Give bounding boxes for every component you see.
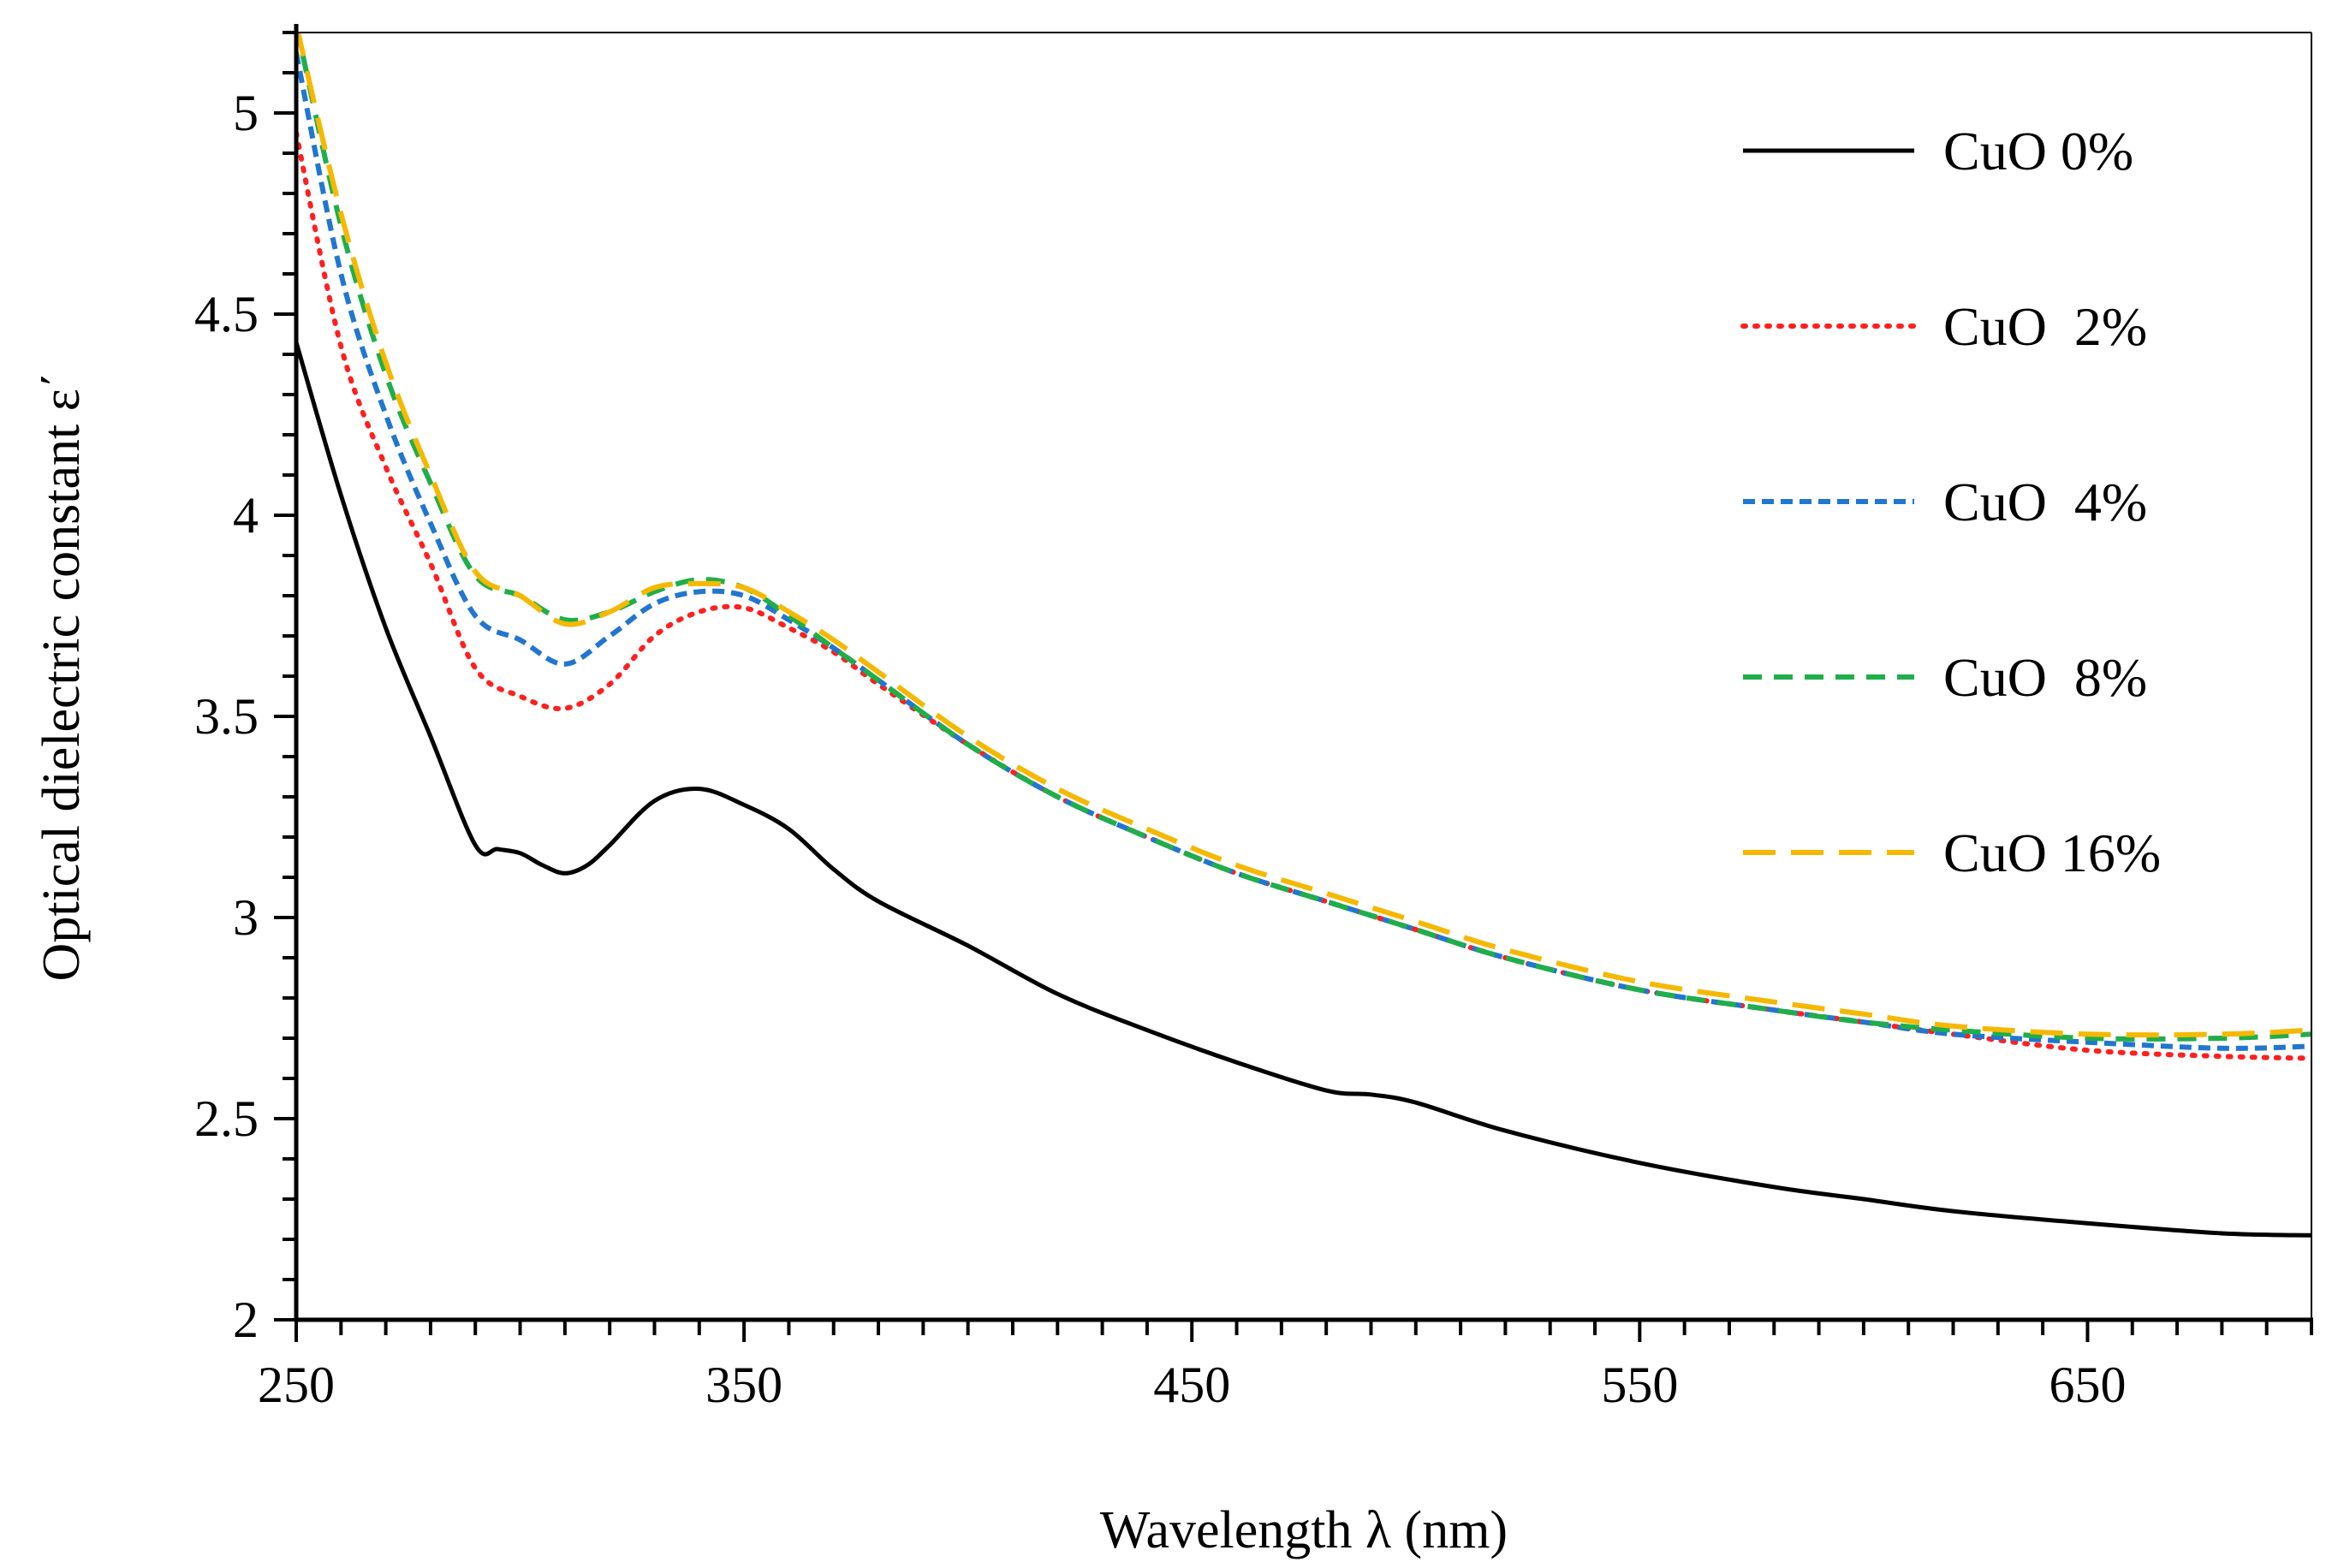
y-tick-label: 2.5 bbox=[194, 1090, 259, 1147]
series-line-0 bbox=[296, 342, 2311, 1238]
ticks: 250 350 450 550 650 2 2.5 3 3.5 4 4.5 5 bbox=[194, 31, 2313, 1413]
legend-label-2: CuO 4% bbox=[1943, 472, 2147, 532]
x-tick-label: 450 bbox=[1153, 1357, 1230, 1413]
x-tick-label: 350 bbox=[705, 1357, 782, 1413]
legend-label-0: CuO 0% bbox=[1943, 121, 2133, 181]
y-tick-label: 5 bbox=[233, 85, 259, 141]
x-axis-title: Wavelength λ (nm) bbox=[1100, 1501, 1508, 1559]
legend: CuO 0% CuO 2% CuO 4% CuO 8% CuO 16% bbox=[1740, 121, 2161, 883]
legend-label-3: CuO 8% bbox=[1943, 647, 2147, 708]
x-tick-label: 650 bbox=[2049, 1357, 2126, 1413]
legend-label-1: CuO 2% bbox=[1943, 296, 2147, 357]
axes bbox=[294, 24, 2313, 1322]
series-line-2 bbox=[296, 51, 2311, 1051]
y-tick-label: 4 bbox=[233, 487, 259, 543]
legend-label-4: CuO 16% bbox=[1943, 823, 2161, 883]
y-tick-label: 2 bbox=[233, 1292, 259, 1348]
x-tick-label: 550 bbox=[1601, 1357, 1678, 1413]
series-line-1 bbox=[296, 130, 2311, 1061]
y-tick-label: 3.5 bbox=[194, 688, 259, 745]
y-tick-label: 3 bbox=[233, 889, 259, 946]
y-axis-title: Optical dielectric constant ε΄ bbox=[33, 371, 91, 982]
x-tick-label: 250 bbox=[258, 1357, 335, 1413]
series-line-4 bbox=[296, 33, 2311, 1038]
y-tick-label: 4.5 bbox=[194, 286, 259, 342]
series-group bbox=[296, 33, 2311, 1238]
